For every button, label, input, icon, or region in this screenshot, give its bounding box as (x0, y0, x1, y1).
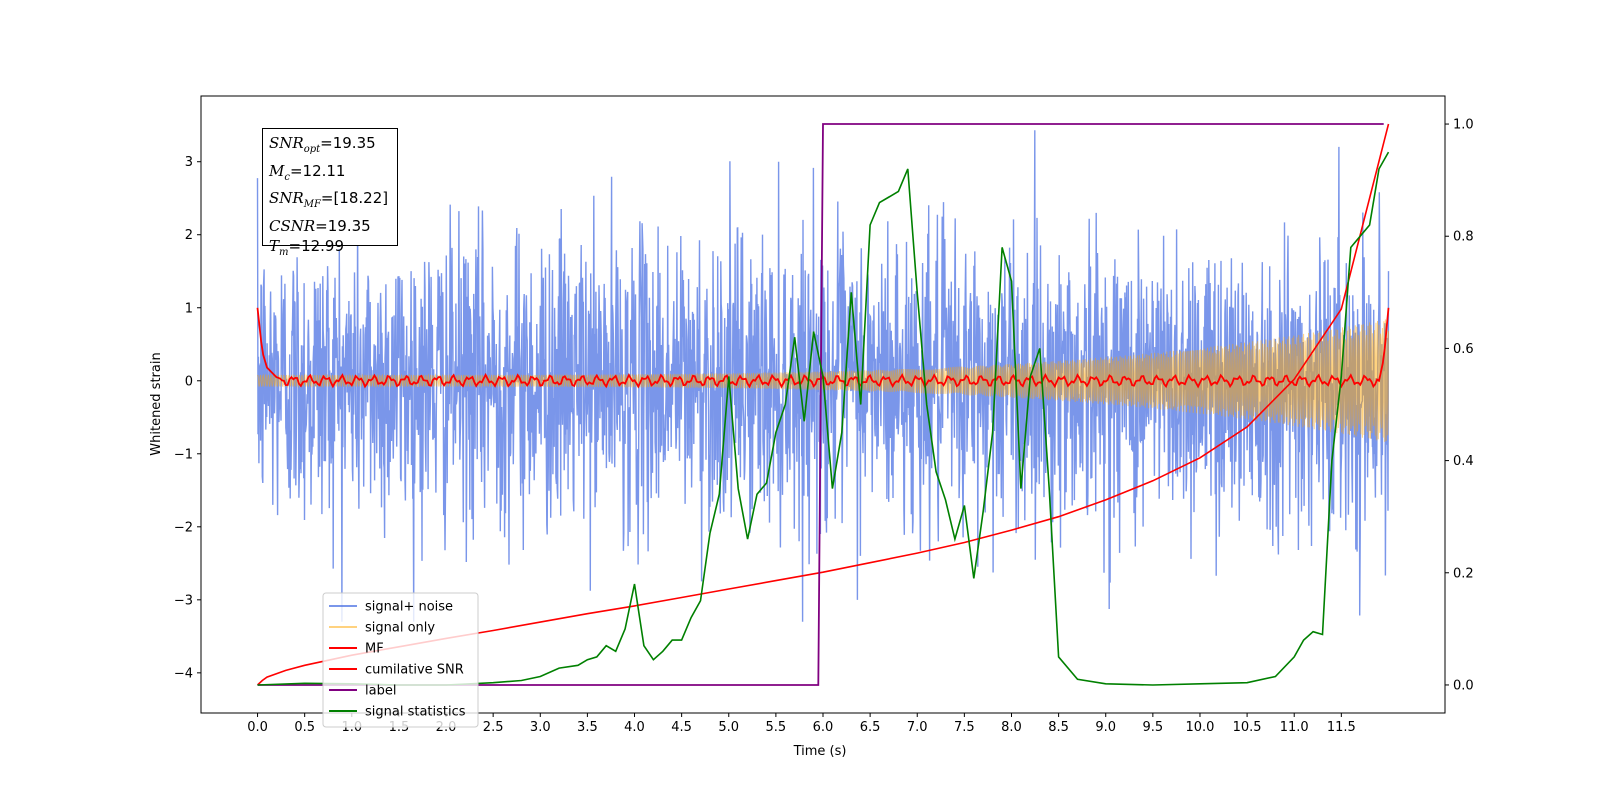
annotation-line-tm: Tm=12.99 (269, 237, 345, 258)
y-left-tick-label: 2 (185, 228, 193, 243)
legend-entry-label: cumilative SNR (365, 663, 464, 678)
annotation-line-csnr: CSNR=19.35 (269, 216, 371, 235)
x-tick-label: 8.5 (1048, 720, 1069, 735)
x-tick-label: 7.5 (954, 720, 975, 735)
axes-ticks: 0.00.51.01.52.02.53.03.54.04.55.05.56.06… (174, 118, 1474, 735)
x-tick-label: 9.0 (1095, 720, 1116, 735)
legend-entry-label: signal only (365, 621, 435, 636)
label-line (257, 123, 1384, 686)
x-tick-label: 3.5 (577, 720, 598, 735)
y-left-tick-label: 3 (185, 155, 193, 170)
x-axis-label: Time (s) (793, 744, 847, 759)
x-tick-label: 3.0 (530, 720, 551, 735)
annotation-line-mc: Mc=12.11 (269, 161, 346, 183)
y-right-tick-label: 0.2 (1453, 566, 1474, 581)
x-tick-label: 11.5 (1327, 720, 1356, 735)
y-left-tick-label: −2 (174, 520, 193, 535)
legend-entry-label: signal statistics (365, 705, 466, 720)
x-tick-label: 11.0 (1280, 720, 1309, 735)
x-tick-label: 7.0 (907, 720, 928, 735)
y-left-tick-label: −4 (174, 666, 193, 681)
y-axis-label: Whitened strain (149, 352, 164, 455)
annotation-line-snr-opt: SNRopt=19.35 (269, 134, 376, 155)
legend-entry-label: label (365, 684, 396, 699)
x-tick-label: 4.0 (624, 720, 645, 735)
x-tick-label: 8.0 (1001, 720, 1022, 735)
y-left-tick-label: 0 (185, 374, 193, 389)
legend-frame (322, 592, 479, 728)
x-tick-label: 4.5 (671, 720, 692, 735)
x-tick-label: 5.0 (718, 720, 739, 735)
legend: signal+ noise signal only MF cumilative SNR… (322, 592, 479, 728)
y-right-tick-label: 0.8 (1453, 230, 1474, 245)
x-tick-label: 5.5 (766, 720, 787, 735)
x-tick-label: 6.5 (860, 720, 881, 735)
y-right-tick-label: 1.0 (1453, 118, 1474, 133)
x-tick-label: 0.0 (247, 720, 268, 735)
x-tick-label: 6.0 (813, 720, 834, 735)
x-tick-label: 10.0 (1185, 720, 1214, 735)
y-right-tick-label: 0.4 (1453, 454, 1474, 469)
y-right-tick-label: 0.6 (1453, 342, 1474, 357)
signal-statistics-line (257, 151, 1390, 686)
annotation-line-snr-mf: SNRMF=[18.22] (269, 189, 389, 210)
y-left-tick-label: −1 (174, 447, 193, 462)
y-left-tick-label: 1 (185, 301, 193, 316)
x-tick-label: 10.5 (1233, 720, 1262, 735)
x-tick-label: 2.5 (483, 720, 504, 735)
signal-only-line (257, 319, 1389, 442)
legend-entry-label: MF (365, 642, 384, 657)
signal-only-series (257, 319, 1389, 442)
y-left-tick-label: −3 (174, 593, 193, 608)
x-tick-label: 0.5 (294, 720, 315, 735)
annotation-box: SNRopt=19.35 Mc=12.11 SNRMF=[18.22] CSNR… (262, 128, 398, 258)
x-tick-label: 9.5 (1143, 720, 1164, 735)
y-right-tick-label: 0.0 (1453, 678, 1474, 693)
legend-entry-label: signal+ noise (365, 600, 453, 615)
